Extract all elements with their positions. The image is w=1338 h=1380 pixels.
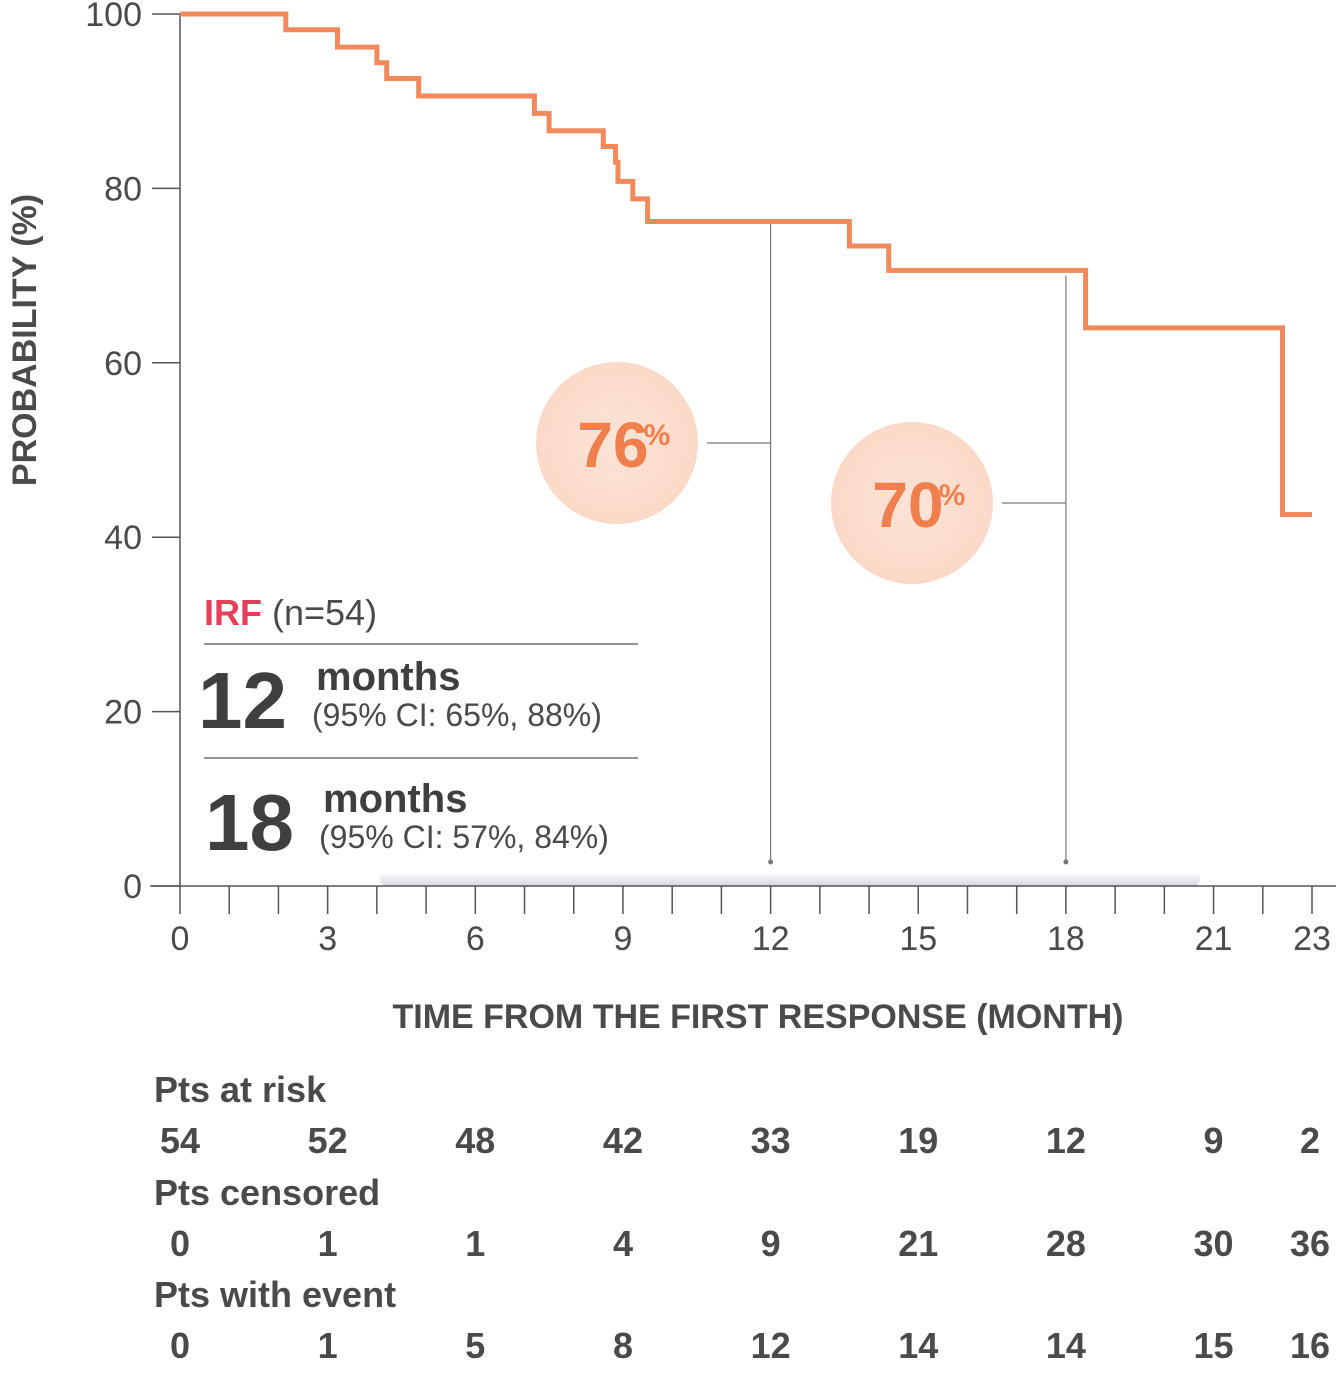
km-curve — [180, 11, 1312, 517]
risk-value: 28 — [1046, 1223, 1086, 1264]
legend-row-unit: months — [316, 655, 460, 699]
axis-titles: TIME FROM THE FIRST RESPONSE (MONTH) PROB… — [6, 194, 1123, 1036]
risk-value: 9 — [1204, 1120, 1224, 1161]
risk-value: 42 — [603, 1120, 643, 1161]
risk-value: 9 — [761, 1223, 781, 1264]
y-tick-label: 60 — [104, 345, 142, 383]
x-tick-label: 23 — [1293, 920, 1331, 958]
y-axis-title: PROBABILITY (%) — [6, 194, 44, 486]
risk-value: 21 — [898, 1223, 938, 1264]
percent-bubble — [831, 422, 993, 584]
risk-row-label: Pts with event — [154, 1274, 396, 1315]
risk-value: 33 — [751, 1120, 791, 1161]
y-tick-label: 40 — [104, 519, 142, 557]
x-tick-label: 0 — [171, 920, 190, 958]
risk-value: 14 — [1046, 1325, 1086, 1366]
reference-dot — [1063, 859, 1069, 865]
risk-value: 52 — [308, 1120, 348, 1161]
risk-value: 36 — [1290, 1223, 1330, 1264]
x-tick-label: 18 — [1047, 920, 1085, 958]
y-tick-label: 0 — [123, 868, 142, 906]
risk-value: 14 — [898, 1325, 938, 1366]
legend-n: (n=54) — [262, 592, 377, 633]
reference-lines — [707, 223, 1069, 865]
risk-value: 5 — [465, 1325, 485, 1366]
legend-title: IRF (n=54) — [204, 592, 377, 633]
risk-value: 0 — [170, 1223, 190, 1264]
risk-value: 0 — [170, 1325, 190, 1366]
legend-row-ci: (95% CI: 65%, 88%) — [312, 697, 602, 733]
risk-row-label: Pts censored — [154, 1172, 380, 1213]
x-axis-title: TIME FROM THE FIRST RESPONSE (MONTH) — [393, 998, 1124, 1036]
percent-bubbles: 76%70% — [536, 362, 993, 584]
y-tick-label: 100 — [85, 0, 142, 34]
legend: IRF (n=54)12 months(95% CI: 65%, 88%)18 mo… — [198, 592, 638, 867]
axis-shadow — [380, 872, 1200, 886]
percent-value: 70 — [872, 469, 943, 541]
legend-row-number: 18 — [205, 778, 294, 867]
x-tick-label: 21 — [1195, 920, 1233, 958]
risk-value: 54 — [160, 1120, 200, 1161]
percent-sign: % — [939, 479, 966, 512]
risk-value: 30 — [1194, 1223, 1234, 1264]
x-tick-label: 3 — [318, 920, 337, 958]
percent-value: 76 — [577, 409, 648, 481]
risk-value: 1 — [318, 1223, 338, 1264]
risk-value: 16 — [1290, 1325, 1330, 1366]
percent-bubble — [536, 362, 698, 524]
risk-value: 2 — [1300, 1120, 1320, 1161]
x-tick-label: 15 — [899, 920, 937, 958]
legend-row-number: 12 — [198, 656, 287, 745]
x-tick-label: 6 — [466, 920, 485, 958]
y-tick-label: 20 — [104, 694, 142, 732]
percent-sign: % — [644, 419, 671, 452]
x-tick-label: 12 — [752, 920, 790, 958]
risk-value: 8 — [613, 1325, 633, 1366]
risk-value: 1 — [318, 1325, 338, 1366]
risk-value: 12 — [1046, 1120, 1086, 1161]
axes: 0 20 40 60 80 100 0 3 6 9 12 15 18 21 23 — [85, 0, 1336, 958]
risk-value: 48 — [455, 1120, 495, 1161]
risk-value: 12 — [751, 1325, 791, 1366]
risk-value: 1 — [465, 1223, 485, 1264]
risk-row-label: Pts at risk — [154, 1069, 327, 1110]
risk-value: 4 — [613, 1223, 633, 1264]
series-line — [180, 11, 1312, 517]
risk-value: 19 — [898, 1120, 938, 1161]
legend-series-name: IRF — [204, 592, 262, 633]
reference-dot — [768, 859, 774, 865]
y-tick-label: 80 — [104, 170, 142, 208]
legend-row-unit: months — [323, 777, 467, 821]
x-tick-label: 9 — [613, 920, 632, 958]
risk-value: 15 — [1194, 1325, 1234, 1366]
legend-row-ci: (95% CI: 57%, 84%) — [319, 819, 609, 855]
